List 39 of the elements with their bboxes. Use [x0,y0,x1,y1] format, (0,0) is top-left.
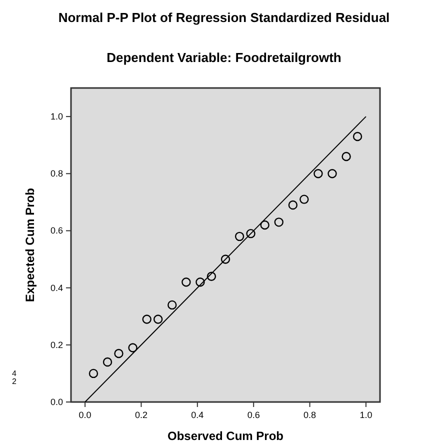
point [274,218,284,227]
point [288,200,298,210]
text: 2 [12,377,17,386]
point [196,278,205,287]
x-tick-label: 0.8 [304,410,316,420]
point [220,254,230,264]
point [182,278,191,287]
point [142,314,152,324]
x-axis-title: Observed Cum Prob [167,429,284,443]
y-tick-label: 0.6 [50,226,63,236]
x-tick-label: 1.0 [360,410,372,420]
chart-title: Normal P-P Plot of Regression Standardized Residual [58,10,390,25]
point [128,343,138,352]
point [88,368,98,378]
y-axis-title: Expected Cum Prob [23,188,37,302]
point [114,348,124,358]
y-tick-label: 0.8 [50,168,63,179]
point [342,152,351,162]
point [246,228,256,238]
point [168,300,177,310]
x-tick-label: 0.0 [78,410,92,420]
text: 4 [12,369,17,378]
point [153,314,163,324]
point [102,357,112,367]
point [300,194,309,204]
y-tick-label: 0.4 [50,282,63,293]
x-tick-label: 0.2 [134,410,148,420]
y-tick-label: 0.0 [50,397,63,407]
point [234,232,244,242]
y-tick-label: 0.2 [50,340,63,350]
point [328,169,337,178]
point [206,272,216,281]
x-tick-label: 0.6 [247,410,260,420]
y-tick-label: 1.0 [50,112,63,122]
x-tick-label: 0.4 [191,410,204,420]
chart-subtitle: Dependent Variable: Foodretailgrowth [106,50,342,65]
point [314,169,323,178]
point [352,132,362,142]
point [260,220,270,230]
